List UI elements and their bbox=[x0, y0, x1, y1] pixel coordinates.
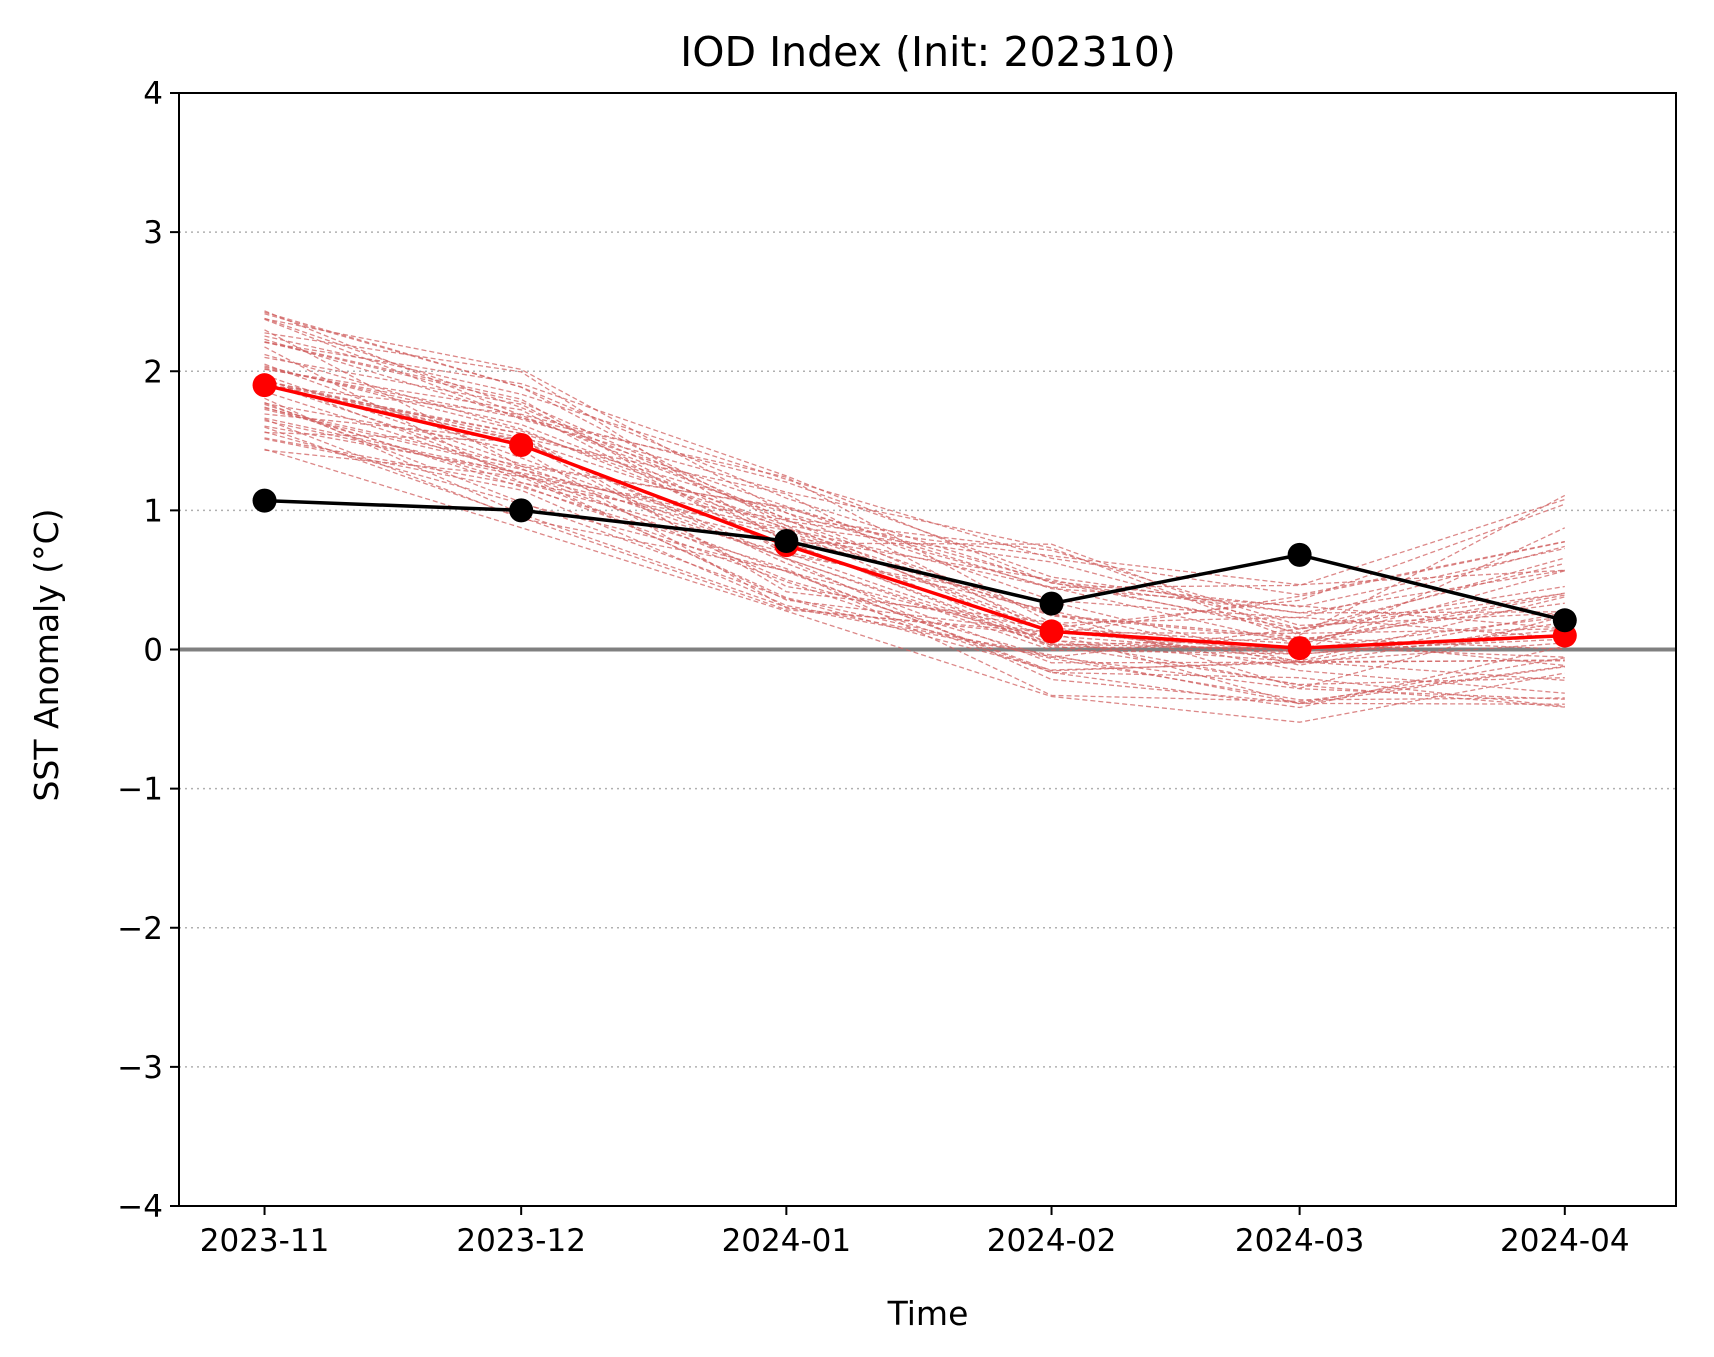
ensemble-member-line bbox=[264, 379, 1565, 636]
y-tick-label: −1 bbox=[117, 772, 163, 808]
observed-point bbox=[774, 528, 799, 553]
ensemble-member-line bbox=[264, 368, 1565, 666]
y-tick-label: −2 bbox=[117, 911, 163, 947]
ensemble-member-line bbox=[264, 382, 1565, 658]
ensemble-member-line bbox=[264, 402, 1565, 656]
ensemble-member-line bbox=[264, 407, 1565, 655]
ensemble-member-line bbox=[264, 449, 1565, 701]
x-tick-label: 2024-04 bbox=[1500, 1223, 1630, 1259]
ensemble-member-line bbox=[264, 397, 1565, 700]
y-tick-label: 1 bbox=[143, 493, 163, 529]
main-series bbox=[252, 373, 1577, 661]
chart-title: IOD Index (Init: 202310) bbox=[680, 28, 1176, 76]
x-tick-label: 2023-11 bbox=[200, 1223, 330, 1259]
ensemble-mean-point bbox=[1039, 619, 1064, 644]
observed-point bbox=[509, 498, 534, 523]
ensemble-mean-point bbox=[1287, 636, 1312, 661]
ensemble-member-line bbox=[264, 384, 1565, 614]
ensemble-member-line bbox=[264, 419, 1565, 650]
ensemble-members bbox=[264, 310, 1566, 723]
ensemble-mean-line bbox=[264, 383, 1565, 650]
observed-point bbox=[1039, 591, 1064, 616]
ensemble-member-line bbox=[264, 335, 1565, 596]
ensemble-mean-point bbox=[509, 432, 534, 457]
ensemble-member-line bbox=[264, 332, 1566, 636]
ensemble-member-line bbox=[264, 329, 1565, 619]
ensemble-member-line bbox=[264, 403, 1565, 703]
ensemble-member-line bbox=[264, 383, 1566, 629]
ensemble-member-line bbox=[264, 346, 1565, 686]
observed-point bbox=[1552, 608, 1577, 633]
ensemble-member-line bbox=[264, 341, 1566, 653]
y-axis-label: SST Anomaly (°C) bbox=[27, 508, 66, 801]
ensemble-member-line bbox=[264, 438, 1565, 705]
ensemble-mean-point bbox=[252, 373, 277, 398]
ensemble-member-line bbox=[264, 431, 1565, 704]
y-axis-ticks: −4 −3 −2 −1 0 1 2 3 4 bbox=[117, 76, 179, 1225]
ensemble-member-line bbox=[264, 341, 1565, 614]
ensemble-member-line bbox=[264, 311, 1565, 630]
ensemble-member-line bbox=[264, 366, 1565, 645]
x-tick-label: 2024-01 bbox=[722, 1223, 852, 1259]
ensemble-member-line bbox=[264, 374, 1565, 608]
y-tick-label: 2 bbox=[143, 354, 163, 390]
y-tick-label: 0 bbox=[143, 633, 163, 669]
y-tick-label: −4 bbox=[117, 1189, 163, 1225]
x-tick-label: 2023-12 bbox=[456, 1223, 586, 1259]
ensemble-member-line bbox=[264, 317, 1565, 586]
y-tick-label: 4 bbox=[143, 76, 163, 112]
x-tick-label: 2024-03 bbox=[1235, 1223, 1365, 1259]
ensemble-member-line bbox=[264, 310, 1565, 627]
x-tick-label: 2024-02 bbox=[987, 1223, 1117, 1259]
ensemble-member-line bbox=[264, 356, 1565, 658]
observed-line bbox=[264, 498, 1566, 622]
ensemble-member-line bbox=[264, 401, 1565, 671]
observed-point bbox=[252, 488, 277, 513]
ensemble-member-line bbox=[264, 365, 1565, 630]
ensemble-member-line bbox=[264, 390, 1565, 681]
ensemble-member-line bbox=[264, 413, 1565, 664]
ensemble-member-line bbox=[264, 318, 1566, 589]
ensemble-member-line bbox=[264, 318, 1565, 642]
ensemble-member-line bbox=[264, 425, 1565, 645]
ensemble-member-line bbox=[264, 426, 1565, 705]
x-axis-ticks: 2023-11 2023-12 2024-01 2024-02 2024-03 2024-… bbox=[200, 1206, 1630, 1259]
ensemble-member-line bbox=[264, 353, 1565, 634]
ensemble-member-line bbox=[264, 418, 1565, 708]
y-tick-label: 3 bbox=[143, 215, 163, 251]
observed-point bbox=[1287, 542, 1312, 567]
ensemble-member-line bbox=[264, 437, 1565, 709]
x-axis-label: Time bbox=[887, 1294, 969, 1333]
y-tick-label: −3 bbox=[117, 1050, 163, 1086]
